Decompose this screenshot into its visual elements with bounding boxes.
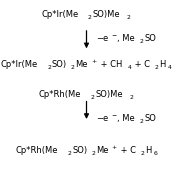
Text: SO): SO)	[72, 147, 88, 155]
Text: H: H	[160, 60, 166, 69]
Text: −: −	[111, 113, 116, 117]
Text: + CH: + CH	[98, 60, 122, 69]
Text: 2: 2	[140, 151, 144, 156]
Text: 2: 2	[91, 95, 95, 100]
Text: SO): SO)	[52, 60, 67, 69]
Text: + C: + C	[118, 147, 136, 155]
Text: 2: 2	[139, 119, 143, 124]
Text: 2: 2	[127, 15, 131, 20]
Text: 2: 2	[47, 65, 51, 70]
Text: Cp*Ir(Me: Cp*Ir(Me	[1, 60, 38, 69]
Text: SO)Me: SO)Me	[93, 10, 120, 19]
Text: −e: −e	[96, 114, 108, 123]
Text: H: H	[145, 147, 152, 155]
Text: −e: −e	[96, 34, 108, 43]
Text: +: +	[112, 145, 117, 150]
Text: 4: 4	[167, 65, 171, 70]
Text: Cp*Rh(Me: Cp*Rh(Me	[15, 147, 58, 155]
Text: Cp*Ir(Me: Cp*Ir(Me	[42, 10, 79, 19]
Text: +: +	[91, 58, 96, 64]
Text: Me: Me	[75, 60, 88, 69]
Text: 2: 2	[88, 15, 92, 20]
Text: 4: 4	[128, 65, 131, 70]
Text: 6: 6	[153, 151, 157, 156]
Text: , Me: , Me	[117, 114, 135, 123]
Text: −: −	[111, 33, 116, 38]
Text: 2: 2	[71, 65, 75, 70]
Text: SO: SO	[144, 34, 156, 43]
Text: 2: 2	[68, 151, 72, 156]
Text: SO)Me: SO)Me	[96, 90, 123, 99]
Text: 2: 2	[130, 95, 134, 100]
Text: 2: 2	[139, 39, 143, 44]
Text: , Me: , Me	[117, 34, 135, 43]
Text: 2: 2	[155, 65, 159, 70]
Text: SO: SO	[144, 114, 156, 123]
Text: Me: Me	[96, 147, 109, 155]
Text: Cp*Rh(Me: Cp*Rh(Me	[38, 90, 81, 99]
Text: + C: + C	[132, 60, 150, 69]
Text: 2: 2	[91, 151, 95, 156]
